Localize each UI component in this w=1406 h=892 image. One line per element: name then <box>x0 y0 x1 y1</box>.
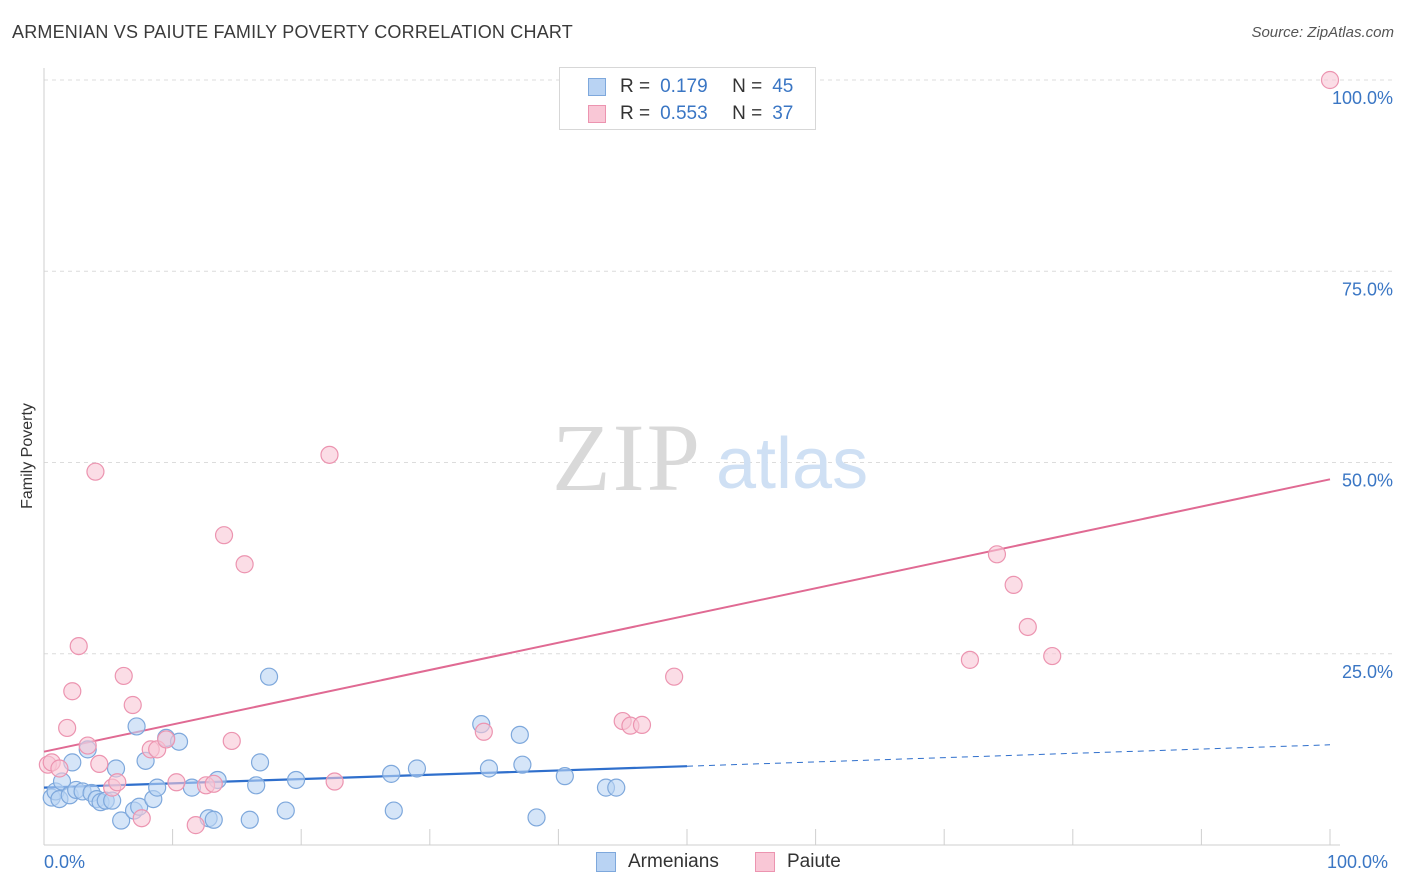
r-label: R = <box>620 76 651 97</box>
paiute-point[interactable] <box>123 695 142 715</box>
paiute-point[interactable] <box>1004 575 1023 595</box>
armenians-swatch <box>588 78 606 96</box>
armenians-point[interactable] <box>127 717 146 736</box>
paiute-point[interactable] <box>1018 617 1037 637</box>
armenians-legend-label: Armenians <box>628 851 719 872</box>
n-label: N = <box>732 76 763 97</box>
x-tick-marks <box>172 829 1331 845</box>
r-value: 0.179 <box>660 76 708 97</box>
paiute-swatch <box>588 105 606 123</box>
armenians-point[interactable] <box>148 778 167 797</box>
armenians-point[interactable] <box>527 808 546 827</box>
paiute-legend-label: Paiute <box>787 851 841 872</box>
paiute-point[interactable] <box>325 772 344 791</box>
armenians-point[interactable] <box>259 667 279 686</box>
paiute-point[interactable] <box>78 736 97 755</box>
armenians-point[interactable] <box>607 778 626 797</box>
r-label: R = <box>620 103 651 124</box>
y-tick-labels: 25.0% 50.0% 75.0% 100.0% <box>1332 88 1393 682</box>
armenians-trend-extension <box>686 744 1331 767</box>
legend-row-armenians: R = 0.179 N = 45 <box>588 76 793 98</box>
paiute-point[interactable] <box>90 754 109 774</box>
paiute-point[interactable] <box>1043 646 1062 666</box>
paiute-point[interactable] <box>58 718 77 738</box>
paiute-point[interactable] <box>114 666 133 686</box>
chart-title: ARMENIAN VS PAIUTE FAMILY POVERTY CORREL… <box>12 22 573 42</box>
watermark-atlas: atlas <box>716 424 868 504</box>
paiute-point[interactable] <box>1320 70 1340 90</box>
watermark-zip: ZIP <box>552 404 702 511</box>
paiute-point[interactable] <box>320 445 339 464</box>
axes <box>43 68 1340 846</box>
armenians-point[interactable] <box>250 753 270 772</box>
data-points <box>38 70 1340 835</box>
armenians-point[interactable] <box>204 810 223 829</box>
y-tick-label: 25.0% <box>1342 662 1393 682</box>
paiute-point[interactable] <box>132 809 151 828</box>
legend-row-paiute: R = 0.553 N = 37 <box>588 103 793 125</box>
paiute-point[interactable] <box>987 545 1007 564</box>
n-label: N = <box>732 103 763 124</box>
armenians-point[interactable] <box>276 801 295 820</box>
x-tick-label-min: 0.0% <box>44 852 86 872</box>
paiute-point[interactable] <box>235 555 254 574</box>
paiute-point[interactable] <box>63 682 82 701</box>
armenians-legend-swatch <box>596 852 616 872</box>
paiute-point[interactable] <box>186 816 205 835</box>
n-value: 37 <box>772 103 794 124</box>
armenians-point[interactable] <box>510 725 529 744</box>
armenians-point[interactable] <box>240 810 259 829</box>
paiute-point[interactable] <box>632 715 652 734</box>
paiute-trend-line <box>43 478 1331 753</box>
armenians-point[interactable] <box>286 770 306 790</box>
paiute-point[interactable] <box>222 731 241 751</box>
paiute-point[interactable] <box>474 722 493 741</box>
paiute-point[interactable] <box>204 774 223 793</box>
armenians-point[interactable] <box>247 776 266 795</box>
paiute-point[interactable] <box>86 462 105 481</box>
watermark: ZIP atlas <box>552 404 868 511</box>
r-value: 0.553 <box>660 103 708 124</box>
armenians-point[interactable] <box>513 755 532 774</box>
legend-item-armenians[interactable]: Armenians <box>596 851 719 873</box>
paiute-point[interactable] <box>157 730 176 749</box>
y-tick-label: 75.0% <box>1342 279 1393 299</box>
armenians-trend-line <box>43 765 688 789</box>
n-value: 45 <box>772 76 794 97</box>
paiute-point[interactable] <box>108 773 127 792</box>
paiute-point[interactable] <box>214 526 234 545</box>
y-tick-label: 100.0% <box>1332 88 1393 108</box>
armenians-point[interactable] <box>407 759 427 778</box>
y-tick-label: 50.0% <box>1342 471 1393 491</box>
armenians-point[interactable] <box>382 764 401 783</box>
armenians-point[interactable] <box>555 767 574 786</box>
armenians-point[interactable] <box>384 801 403 820</box>
paiute-point[interactable] <box>665 667 684 686</box>
stats-legend: R = 0.179 N = 45 R = 0.553 N = 37 <box>559 67 816 130</box>
x-tick-label-max: 100.0% <box>1327 852 1389 872</box>
paiute-point[interactable] <box>69 636 88 656</box>
paiute-point[interactable] <box>960 650 980 669</box>
source-label: Source: ZipAtlas.com <box>1251 24 1394 41</box>
legend-item-paiute[interactable]: Paiute <box>755 851 841 873</box>
paiute-legend-swatch <box>755 852 775 872</box>
armenians-point[interactable] <box>112 811 131 830</box>
paiute-point[interactable] <box>167 773 186 792</box>
paiute-point[interactable] <box>50 759 69 778</box>
armenians-point[interactable] <box>479 759 499 778</box>
series-legend: Armenians Paiute <box>0 851 1406 879</box>
